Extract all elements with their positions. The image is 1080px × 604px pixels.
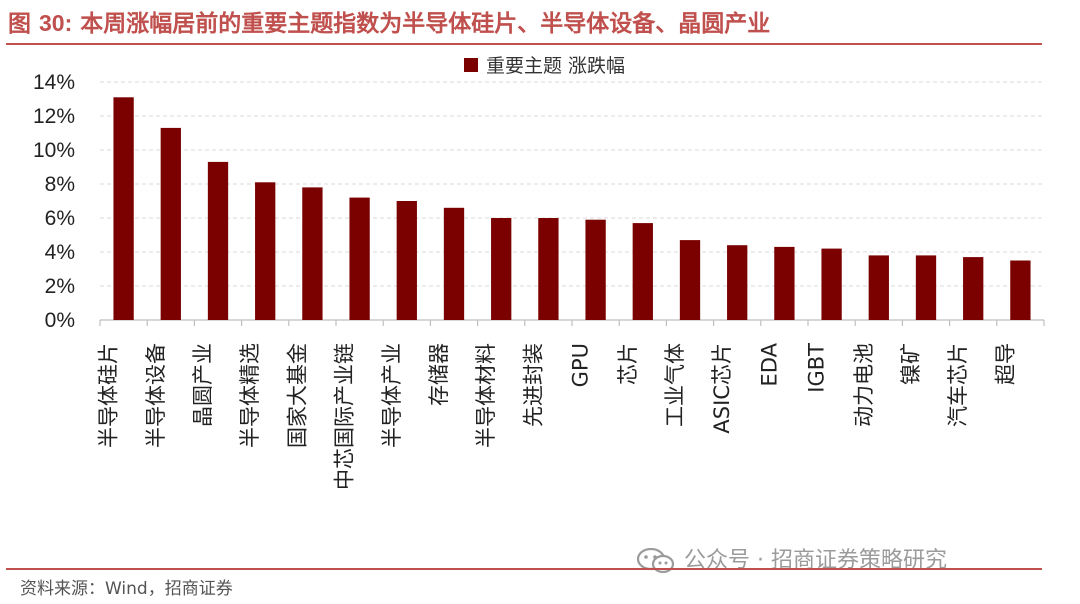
x-tick-label: IGBT: [805, 343, 829, 393]
bar: [1010, 260, 1031, 320]
x-tick-label: 先进封装: [521, 343, 545, 427]
figure-title-number: 30:: [39, 10, 73, 36]
bar: [585, 219, 606, 320]
bar: [963, 257, 984, 320]
x-tick-label: 半导体产业: [380, 343, 404, 448]
x-tick-label: GPU: [569, 343, 593, 387]
x-tick-label: 芯片: [616, 343, 640, 385]
watermark: 公众号 · 招商证券策略研究: [636, 545, 947, 577]
y-tick-label: 10%: [33, 139, 75, 162]
y-tick-label: 6%: [45, 207, 75, 230]
watermark-text: 公众号 · 招商证券策略研究: [684, 548, 947, 573]
bar: [302, 187, 323, 320]
bar: [255, 182, 276, 320]
source-note: 资料来源：Wind，招商证券: [20, 579, 233, 599]
bar: [679, 240, 701, 320]
bar: [160, 127, 181, 321]
figure-title-text: 本周涨幅居前的重要主题指数为半导体硅片、半导体设备、晶圆产业: [80, 11, 771, 37]
bar: [821, 248, 842, 320]
x-tick-label: ASIC芯片: [710, 343, 734, 434]
bar: [207, 161, 229, 320]
x-tick-label: 镍矿: [899, 343, 923, 385]
legend-swatch: [464, 58, 478, 72]
x-tick-label: 存储器: [427, 343, 451, 406]
legend-label: 重要主题 涨跌幅: [486, 55, 625, 77]
footer-divider: [6, 568, 1042, 570]
figure-title: 图 30: 本周涨幅居前的重要主题指数为半导体硅片、半导体设备、晶圆产业: [8, 6, 770, 40]
bar: [915, 255, 937, 320]
y-tick-label: 8%: [45, 173, 75, 196]
x-tick-label: 半导体材料: [474, 343, 498, 448]
x-tick-label: 动力电池: [852, 343, 876, 427]
x-tick-label: 工业气体: [663, 343, 687, 427]
bar: [113, 97, 134, 320]
y-tick-label: 14%: [33, 71, 75, 94]
bar: [774, 246, 795, 320]
bar: [727, 245, 748, 320]
bar: [396, 201, 417, 320]
bar-chart: 0% 2% 4% 6% 8% 10% 12% 14% 半导体硅片 半导体设备 晶圆产业 半导体精选 国家…: [33, 55, 1045, 490]
bar: [443, 207, 465, 320]
figure-title-prefix: 图: [8, 11, 31, 37]
x-tick-label: 国家大基金: [285, 343, 309, 448]
wechat-icon: [636, 548, 675, 574]
title-divider: [6, 43, 1042, 45]
y-tick-label: 2%: [45, 275, 75, 298]
x-tick-label: 半导体硅片: [97, 343, 121, 448]
y-tick-label: 12%: [33, 105, 75, 128]
x-tick-label: 半导体设备: [144, 343, 168, 448]
bar: [349, 197, 370, 320]
bar: [491, 218, 512, 320]
y-tick-label: 0%: [45, 309, 75, 332]
x-tick-label: 半导体精选: [238, 343, 262, 448]
x-tick-label: EDA: [757, 342, 781, 386]
x-tick-label: 汽车芯片: [946, 343, 970, 427]
x-tick-label: 晶圆产业: [191, 343, 215, 427]
bar: [632, 223, 653, 320]
bar: [868, 255, 889, 320]
y-tick-label: 4%: [45, 241, 75, 264]
x-tick-label: 超导: [993, 343, 1017, 385]
x-tick-label: 中芯国际产业链: [333, 343, 357, 490]
bar: [538, 218, 559, 320]
